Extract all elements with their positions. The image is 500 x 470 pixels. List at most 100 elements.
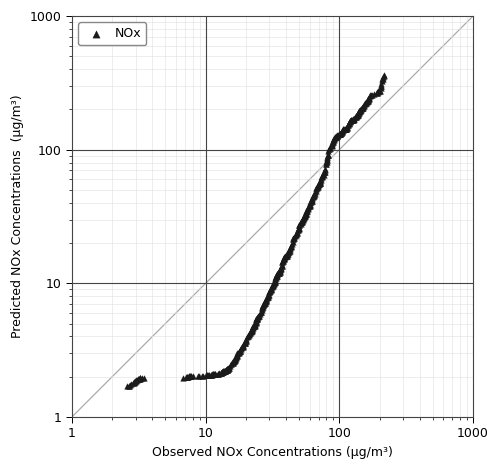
NOx xyxy=(356,107,364,115)
NOx xyxy=(278,265,285,272)
NOx xyxy=(378,75,386,83)
NOx xyxy=(268,282,276,290)
NOx xyxy=(318,174,326,181)
NOx xyxy=(252,316,260,323)
NOx xyxy=(270,280,278,287)
NOx xyxy=(249,322,257,330)
NOx xyxy=(357,106,365,113)
NOx xyxy=(356,107,364,114)
NOx xyxy=(363,98,371,105)
NOx xyxy=(314,183,322,190)
NOx xyxy=(222,367,230,374)
NOx xyxy=(273,271,281,278)
NOx xyxy=(230,357,238,364)
NOx xyxy=(253,315,261,322)
NOx xyxy=(364,95,372,103)
NOx xyxy=(130,378,138,385)
NOx xyxy=(326,144,334,152)
NOx xyxy=(342,125,350,133)
NOx xyxy=(232,353,240,361)
NOx xyxy=(272,273,280,280)
NOx xyxy=(328,139,336,146)
NOx xyxy=(203,372,211,379)
NOx xyxy=(360,102,368,110)
NOx xyxy=(210,370,218,378)
NOx xyxy=(235,348,243,355)
NOx xyxy=(222,367,230,374)
NOx xyxy=(373,88,381,96)
NOx xyxy=(345,119,353,126)
NOx xyxy=(320,168,328,176)
NOx xyxy=(136,375,144,382)
NOx xyxy=(271,278,279,285)
NOx xyxy=(350,115,358,123)
NOx xyxy=(344,121,352,128)
NOx xyxy=(220,368,228,375)
NOx xyxy=(232,352,240,360)
NOx xyxy=(262,296,270,304)
NOx xyxy=(270,279,278,286)
NOx xyxy=(340,125,347,133)
NOx xyxy=(240,339,248,347)
NOx xyxy=(186,373,194,380)
NOx xyxy=(289,235,297,243)
NOx xyxy=(222,366,230,374)
NOx xyxy=(227,360,235,368)
NOx xyxy=(346,118,354,126)
NOx xyxy=(288,235,296,243)
NOx xyxy=(265,291,273,298)
NOx xyxy=(224,366,232,373)
NOx xyxy=(339,126,347,133)
NOx xyxy=(242,339,250,346)
NOx xyxy=(306,198,314,205)
NOx xyxy=(221,367,229,375)
NOx xyxy=(292,230,300,237)
NOx xyxy=(294,228,302,236)
NOx xyxy=(232,354,239,362)
NOx xyxy=(292,231,300,238)
NOx xyxy=(295,221,303,228)
NOx xyxy=(229,358,237,366)
NOx xyxy=(295,224,303,232)
NOx xyxy=(302,211,310,218)
NOx xyxy=(326,145,334,153)
NOx xyxy=(364,96,372,103)
NOx xyxy=(251,320,259,328)
NOx xyxy=(234,349,242,357)
NOx xyxy=(331,133,339,141)
NOx xyxy=(355,108,363,116)
NOx xyxy=(314,183,322,190)
NOx xyxy=(260,300,268,308)
NOx xyxy=(203,372,211,379)
NOx xyxy=(258,303,266,310)
NOx xyxy=(264,292,272,299)
NOx xyxy=(378,80,386,88)
NOx xyxy=(267,285,275,292)
NOx xyxy=(342,125,350,132)
NOx xyxy=(322,160,330,168)
NOx xyxy=(294,225,302,232)
NOx xyxy=(183,374,191,381)
NOx xyxy=(262,296,270,303)
NOx xyxy=(264,292,272,300)
NOx xyxy=(260,301,268,309)
NOx xyxy=(324,151,332,158)
NOx xyxy=(230,357,237,365)
NOx xyxy=(353,111,361,119)
NOx xyxy=(274,270,281,278)
NOx xyxy=(264,292,272,299)
NOx xyxy=(298,218,306,226)
NOx xyxy=(340,125,347,133)
NOx xyxy=(300,212,308,219)
NOx xyxy=(329,138,337,145)
NOx xyxy=(316,176,324,184)
NOx xyxy=(306,203,314,210)
NOx xyxy=(216,369,224,377)
NOx xyxy=(354,110,362,117)
NOx xyxy=(220,368,228,376)
NOx xyxy=(350,116,358,123)
NOx xyxy=(282,252,290,260)
NOx xyxy=(252,317,260,324)
NOx xyxy=(136,375,143,383)
NOx xyxy=(336,131,344,138)
